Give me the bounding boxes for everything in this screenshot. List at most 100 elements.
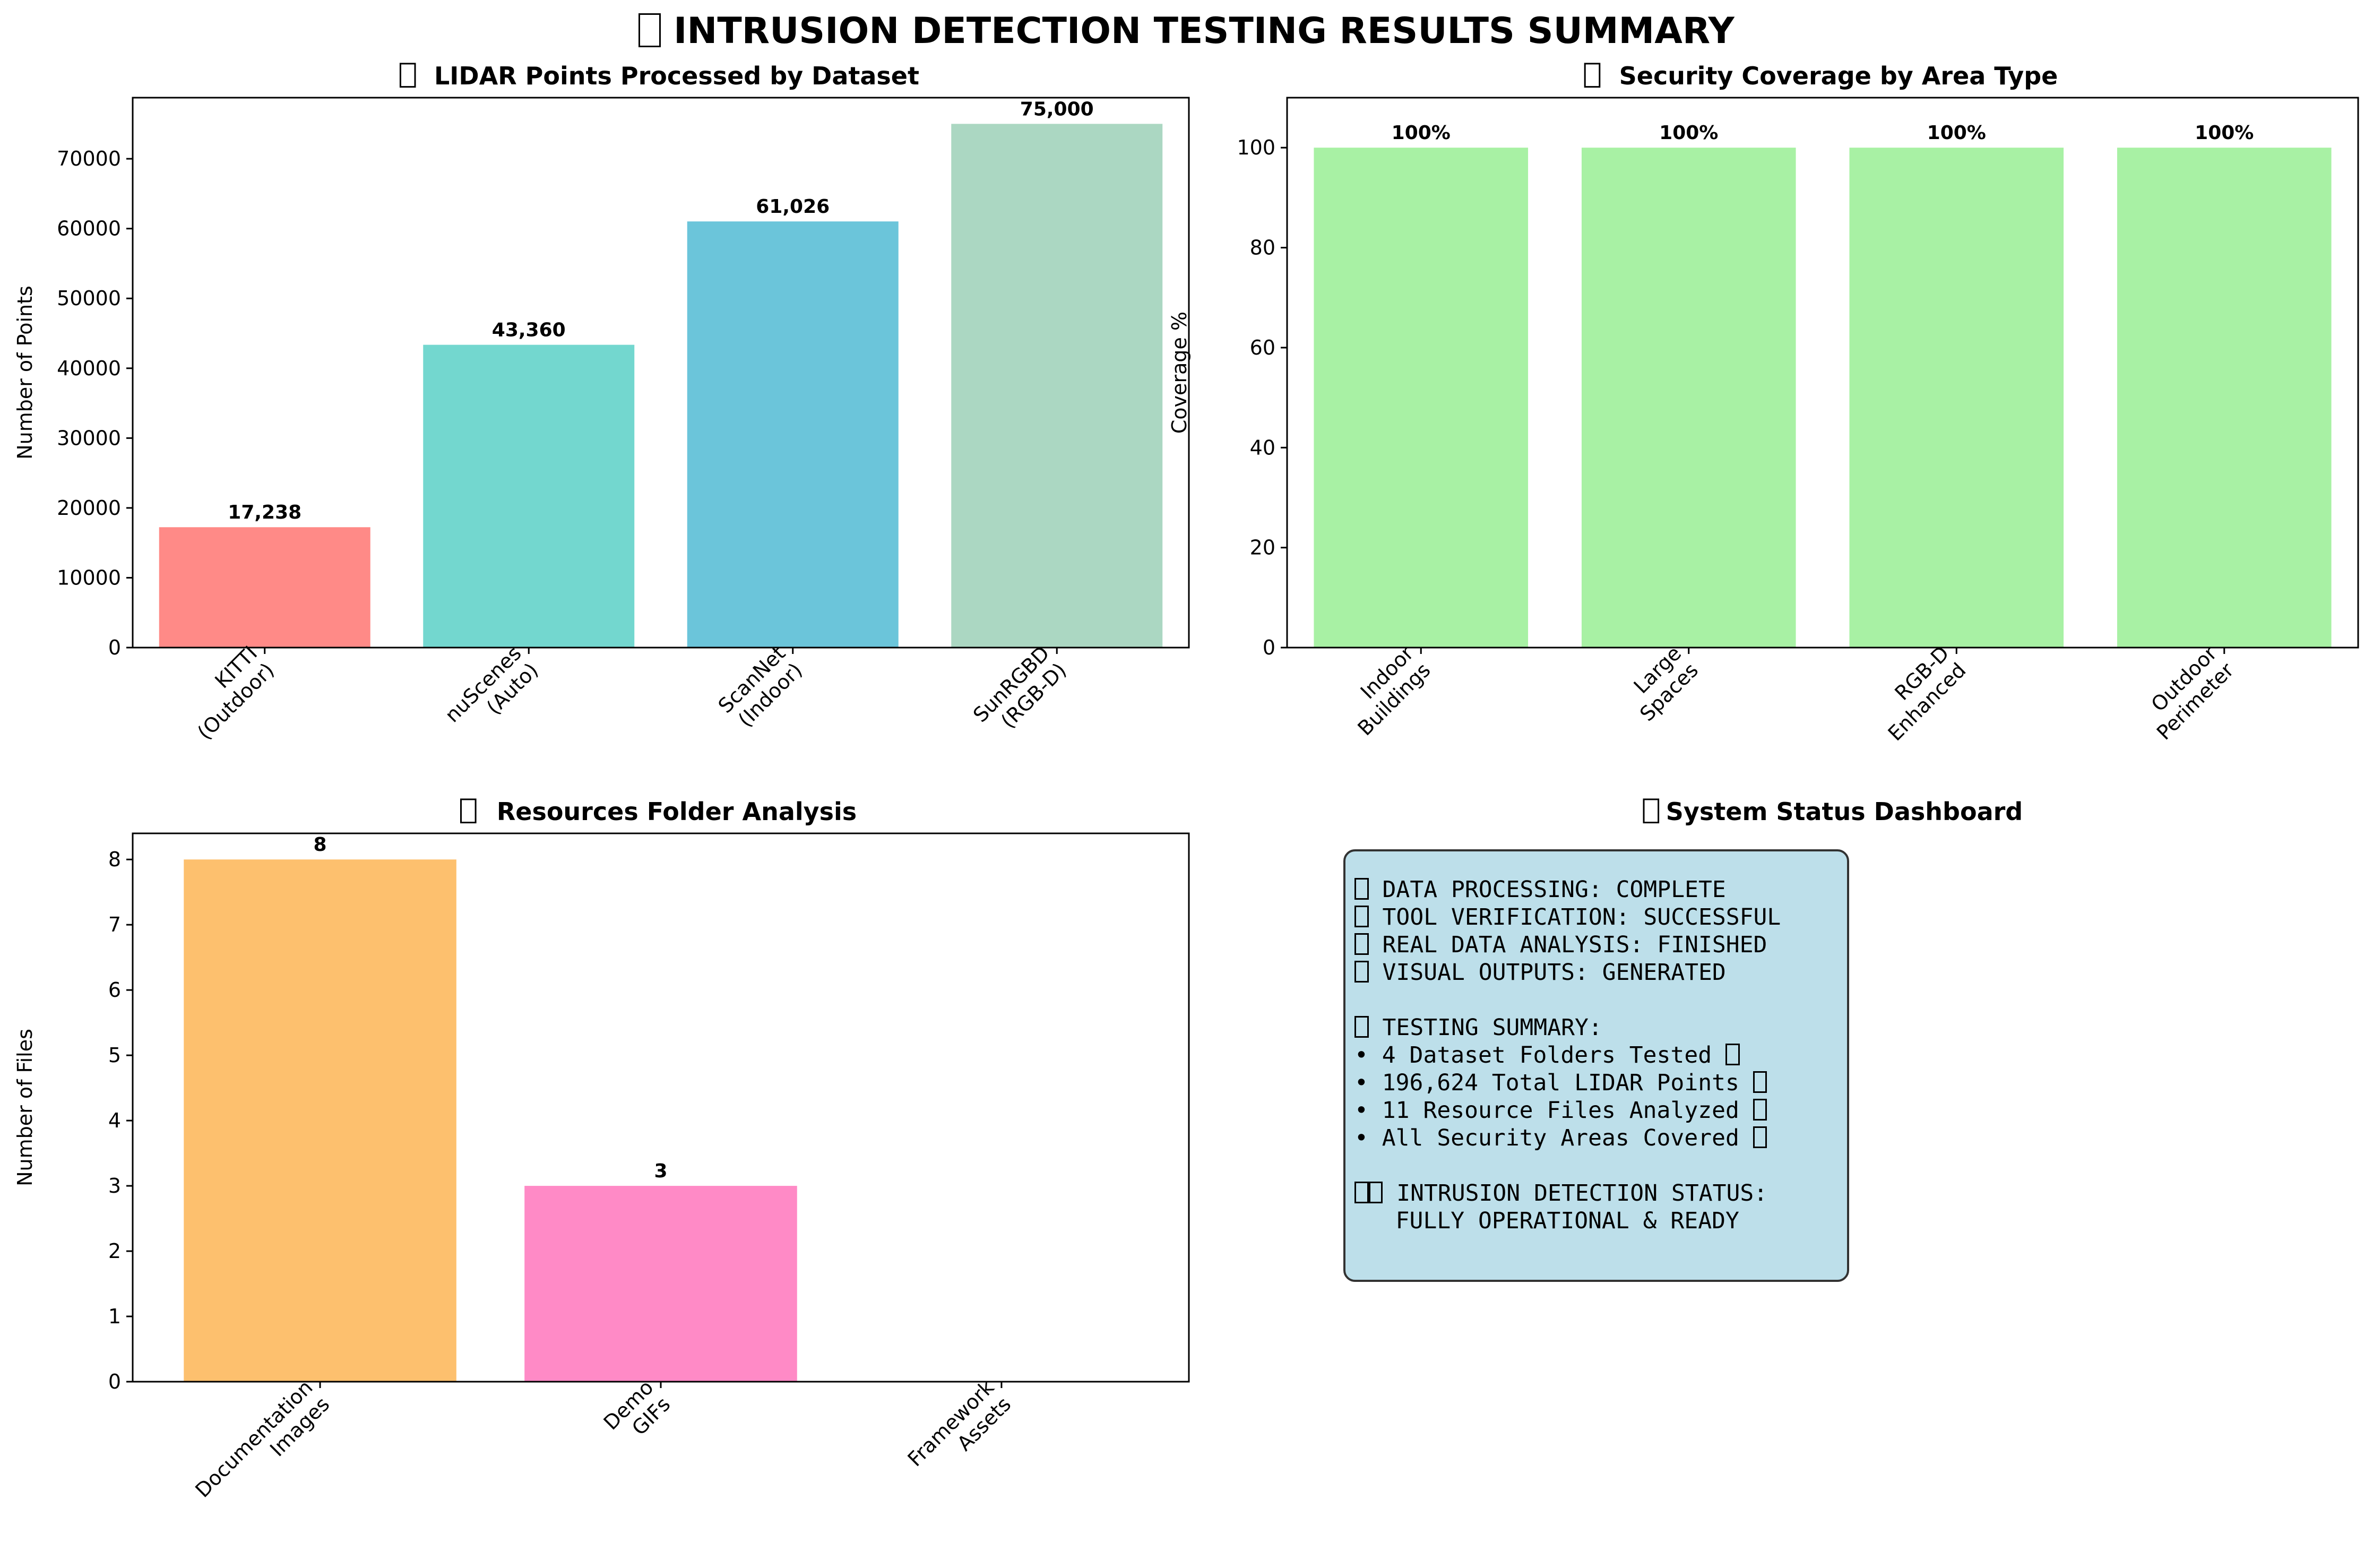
missing-glyph-icon	[460, 798, 477, 824]
y-tick-label: 60	[1250, 336, 1275, 359]
main-title-text: INTRUSION DETECTION TESTING RESULTS SUMM…	[674, 10, 1735, 52]
x-tick-label: DemoGIFs	[599, 1375, 675, 1451]
dashboard-line: TOOL VERIFICATION: SUCCESSFUL	[1354, 903, 1781, 931]
bar-value-label: 3	[654, 1160, 667, 1182]
bar	[1849, 148, 2064, 648]
dashboard-line: • 11 Resource Files Analyzed	[1354, 1097, 1781, 1124]
dashboard-line-text: VISUAL OUTPUTS: GENERATED	[1382, 959, 1726, 986]
y-tick-label: 30000	[57, 426, 121, 450]
x-tick-label: nuScenes(Auto)	[441, 641, 543, 744]
missing-glyph-icon	[1725, 1044, 1740, 1066]
y-tick-label: 0	[1263, 636, 1275, 659]
y-tick-label: 60000	[57, 217, 121, 240]
chart-title: Resources Folder Analysis	[497, 797, 857, 826]
y-tick-label: 0	[108, 636, 121, 659]
missing-glyph-icon	[1643, 798, 1660, 824]
y-tick-label: 1	[108, 1305, 121, 1328]
y-tick-label: 6	[108, 978, 121, 1002]
y-tick-label: 20	[1250, 536, 1275, 559]
dashboard-line-text: REAL DATA ANALYSIS: FINISHED	[1382, 932, 1767, 958]
missing-glyph-icon	[1753, 1099, 1767, 1121]
missing-glyph-icon	[638, 13, 661, 48]
dashboard-line-text: INTRUSION DETECTION STATUS:	[1396, 1180, 1768, 1207]
dashboard-line-text: FULLY OPERATIONAL & READY	[1354, 1208, 1739, 1234]
y-tick-label: 40	[1250, 436, 1275, 459]
dashboard-line-text: • 11 Resource Files Analyzed	[1354, 1097, 1739, 1124]
y-tick-label: 100	[1237, 136, 1275, 159]
bar-value-label: 100%	[1927, 122, 1986, 144]
chart-panel-1: 17,238 43,360 61,026 75,000 0 10000 20000 30000…	[13, 62, 1190, 744]
dashboard-title: System Status Dashboard	[1666, 797, 2023, 826]
chart-panel-3: 8 3 0 1 2 3 4 5 6 7 8 DocumentationImages DemoGIFs Fr…	[13, 797, 1190, 1502]
bar-value-label: 75,000	[1020, 98, 1094, 120]
missing-glyph-icon	[1584, 63, 1601, 88]
x-tick-label: RGB-DEnhanced	[1867, 641, 1971, 745]
x-tick-label: IndoorBuildings	[1336, 641, 1435, 740]
missing-glyph-icon	[1753, 1126, 1767, 1149]
axes-frame	[132, 97, 1190, 649]
missing-glyph-icon	[1368, 1182, 1383, 1204]
y-tick-label: 50000	[57, 287, 121, 310]
dashboard-line: • 196,624 Total LIDAR Points	[1354, 1069, 1781, 1097]
bar-value-label: 100%	[1659, 122, 1718, 144]
bar	[184, 859, 456, 1382]
main-title: INTRUSION DETECTION TESTING RESULTS SUMM…	[0, 7, 2373, 55]
y-tick-label: 80	[1250, 236, 1275, 260]
dashboard-line: REAL DATA ANALYSIS: FINISHED	[1354, 931, 1781, 959]
dashboard-line	[1354, 1152, 1781, 1179]
bar-value-label: 100%	[1392, 122, 1451, 144]
dashboard-line	[1354, 986, 1781, 1014]
dashboard-panel: System Status Dashboard	[1643, 797, 2023, 826]
dashboard-line-text: • All Security Areas Covered	[1354, 1125, 1739, 1151]
bar	[687, 221, 899, 648]
y-tick-label: 20000	[57, 496, 121, 520]
bar-value-label: 43,360	[492, 320, 566, 341]
dashboard-line: INTRUSION DETECTION STATUS:	[1354, 1179, 1781, 1207]
x-tick-label: KITTI(Outdoor)	[176, 641, 279, 744]
status-dashboard-box	[1343, 849, 1849, 1282]
bar-value-label: 17,238	[228, 502, 301, 523]
dashboard-line: VISUAL OUTPUTS: GENERATED	[1354, 959, 1781, 986]
x-tick-label: OutdoorPerimeter	[2135, 641, 2238, 744]
y-tick-label: 8	[108, 848, 121, 871]
missing-glyph-icon	[1354, 878, 1369, 900]
dashboard-line-text: TOOL VERIFICATION: SUCCESSFUL	[1382, 904, 1781, 931]
missing-glyph-icon	[1354, 1016, 1369, 1038]
dashboard-line: DATA PROCESSING: COMPLETE	[1354, 876, 1781, 903]
missing-glyph-icon	[1354, 906, 1369, 928]
y-tick-label: 70000	[57, 147, 121, 170]
missing-glyph-icon	[1354, 1182, 1369, 1204]
bar	[1581, 148, 1796, 648]
dashboard-line: • 4 Dataset Folders Tested	[1354, 1041, 1781, 1069]
chart-title: LIDAR Points Processed by Dataset	[434, 62, 919, 90]
missing-glyph-icon	[1354, 933, 1369, 955]
status-dashboard-text: DATA PROCESSING: COMPLETE TOOL VERIFICAT…	[1354, 876, 1781, 1235]
bar	[1314, 148, 1529, 648]
bar-value-label: 100%	[2195, 122, 2254, 144]
y-axis-label: Number of Points	[13, 286, 37, 460]
y-axis-label: Number of Files	[13, 1029, 37, 1186]
bar-value-label: 61,026	[756, 196, 830, 218]
y-tick-label: 5	[108, 1044, 121, 1067]
missing-glyph-icon	[1354, 961, 1369, 983]
bar	[159, 527, 370, 648]
bar	[524, 1186, 797, 1382]
y-tick-label: 40000	[57, 357, 121, 380]
dashboard-line: TESTING SUMMARY:	[1354, 1014, 1781, 1041]
bar	[951, 124, 1163, 648]
y-tick-label: 10000	[57, 566, 121, 589]
bar	[2117, 148, 2332, 648]
dashboard-line-text: • 196,624 Total LIDAR Points	[1354, 1070, 1739, 1096]
dashboard-line-text: • 4 Dataset Folders Tested	[1354, 1042, 1712, 1069]
y-tick-label: 3	[108, 1174, 121, 1197]
y-tick-label: 7	[108, 913, 121, 936]
x-tick-label: ScanNet(Indoor)	[714, 641, 807, 734]
dashboard-line-text: DATA PROCESSING: COMPLETE	[1382, 876, 1726, 903]
dashboard-line: FULLY OPERATIONAL & READY	[1354, 1207, 1781, 1235]
x-tick-label: LargeSpaces	[1618, 641, 1703, 726]
axes-frame	[1286, 97, 2359, 649]
bar-value-label: 8	[314, 834, 327, 856]
missing-glyph-icon	[399, 63, 416, 88]
y-axis-label: Coverage %	[1168, 312, 1191, 434]
